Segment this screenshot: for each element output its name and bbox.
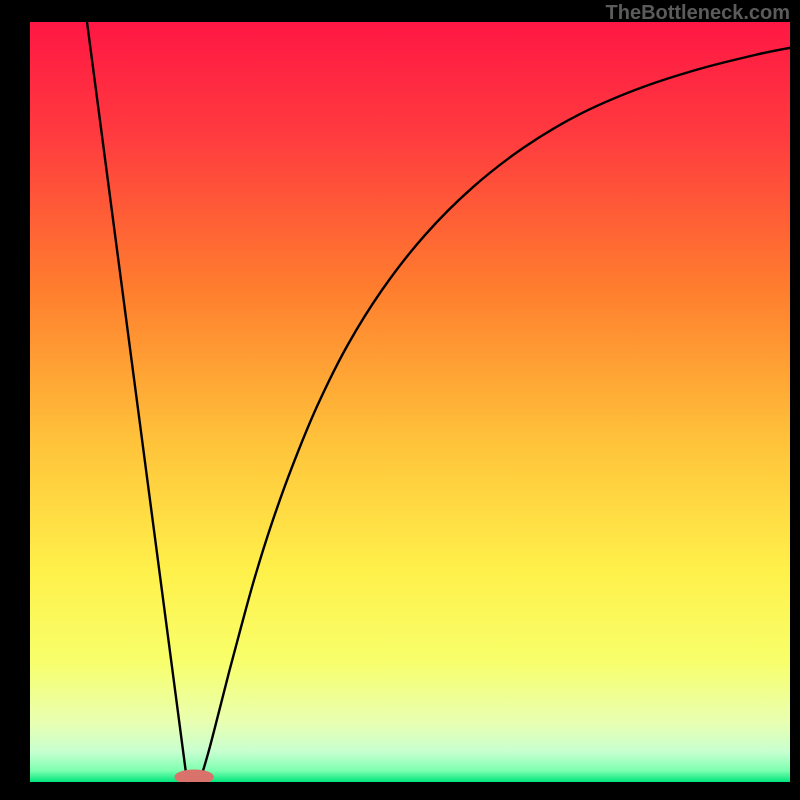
plot-svg bbox=[30, 22, 790, 782]
watermark-text: TheBottleneck.com bbox=[606, 2, 790, 25]
chart-container: TheBottleneck.com bbox=[0, 0, 800, 800]
gradient-background bbox=[30, 22, 790, 782]
plot-area bbox=[30, 22, 790, 782]
